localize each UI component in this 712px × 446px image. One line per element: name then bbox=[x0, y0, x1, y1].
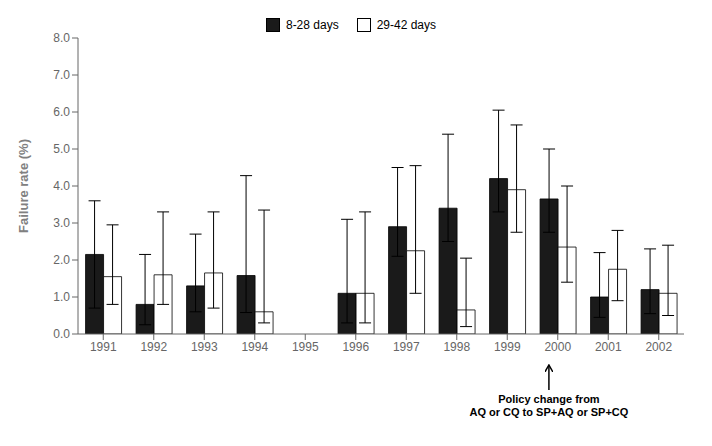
svg-text:Policy change from: Policy change from bbox=[498, 393, 600, 405]
svg-text:6.0: 6.0 bbox=[53, 105, 70, 119]
svg-text:1996: 1996 bbox=[342, 340, 369, 354]
svg-text:2001: 2001 bbox=[595, 340, 622, 354]
svg-text:0.0: 0.0 bbox=[53, 327, 70, 341]
svg-text:1994: 1994 bbox=[241, 340, 268, 354]
svg-text:2.0: 2.0 bbox=[53, 253, 70, 267]
svg-text:1993: 1993 bbox=[191, 340, 218, 354]
svg-text:5.0: 5.0 bbox=[53, 142, 70, 156]
svg-text:1999: 1999 bbox=[494, 340, 521, 354]
svg-text:7.0: 7.0 bbox=[53, 68, 70, 82]
svg-text:1995: 1995 bbox=[292, 340, 319, 354]
html-text:29-42 days: 29-42 days bbox=[376, 18, 436, 32]
svg-text:1991: 1991 bbox=[90, 340, 117, 354]
svg-text:AQ or CQ to SP+AQ or SP+CQ: AQ or CQ to SP+AQ or SP+CQ bbox=[469, 406, 628, 418]
svg-text:2000: 2000 bbox=[544, 340, 571, 354]
svg-text:1.0: 1.0 bbox=[53, 290, 70, 304]
svg-text:1992: 1992 bbox=[140, 340, 167, 354]
svg-text:8.0: 8.0 bbox=[53, 31, 70, 45]
svg-text:1998: 1998 bbox=[443, 340, 470, 354]
html-text:8-28 days: 8-28 days bbox=[286, 18, 339, 32]
svg-text:1997: 1997 bbox=[393, 340, 420, 354]
svg-text:3.0: 3.0 bbox=[53, 216, 70, 230]
svg-text:4.0: 4.0 bbox=[53, 179, 70, 193]
svg-text:Failure rate (%): Failure rate (%) bbox=[16, 139, 31, 233]
svg-text:2002: 2002 bbox=[645, 340, 672, 354]
